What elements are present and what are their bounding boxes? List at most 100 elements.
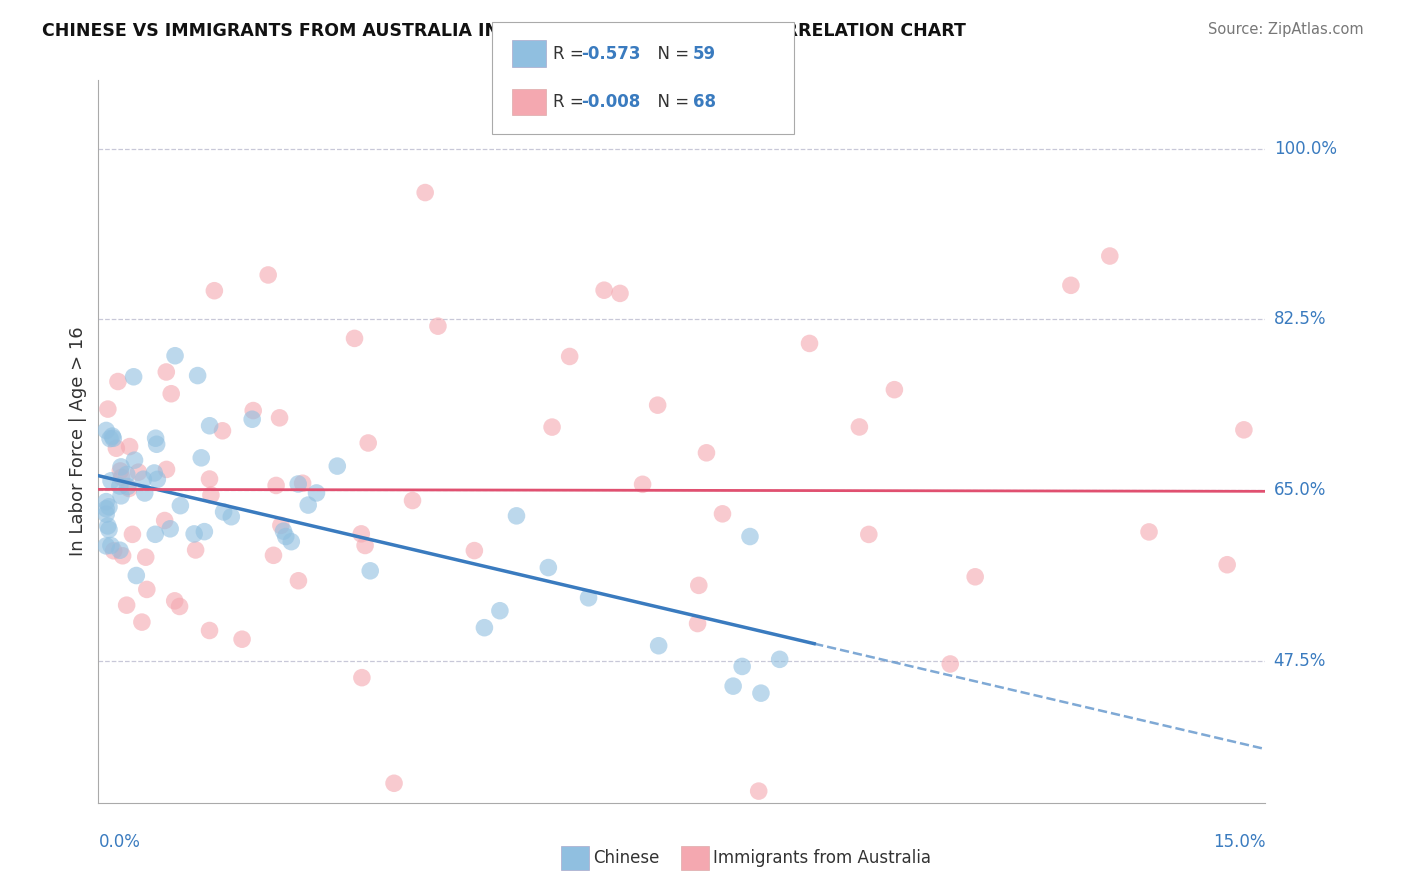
Point: [401, 493, 423, 508]
Point: [273, 524, 295, 538]
Point: [263, 549, 285, 563]
Point: [155, 365, 177, 379]
Point: [200, 488, 222, 502]
Point: [100, 539, 122, 553]
Point: [297, 498, 319, 512]
Point: [269, 410, 291, 425]
Point: [183, 527, 205, 541]
Point: [748, 784, 770, 798]
Y-axis label: In Labor Force | Age > 16: In Labor Force | Age > 16: [69, 326, 87, 557]
Point: [96, 501, 118, 516]
Point: [541, 420, 564, 434]
Point: [537, 560, 560, 574]
Point: [242, 403, 264, 417]
Point: [965, 570, 987, 584]
Point: [110, 464, 132, 478]
Text: 15.0%: 15.0%: [1213, 833, 1265, 851]
Point: [350, 671, 373, 685]
Point: [202, 284, 225, 298]
Point: [221, 509, 243, 524]
Point: [799, 336, 821, 351]
Point: [359, 564, 381, 578]
Point: [143, 527, 166, 541]
Point: [939, 657, 962, 671]
Point: [354, 539, 377, 553]
Point: [190, 450, 212, 465]
Point: [1216, 558, 1239, 572]
Point: [115, 598, 138, 612]
Point: [731, 659, 754, 673]
Point: [98, 523, 121, 537]
Point: [357, 436, 380, 450]
Point: [96, 507, 118, 521]
Point: [134, 486, 156, 500]
Text: CHINESE VS IMMIGRANTS FROM AUSTRALIA IN LABOR FORCE | AGE > 16 CORRELATION CHART: CHINESE VS IMMIGRANTS FROM AUSTRALIA IN …: [42, 22, 966, 40]
Point: [115, 467, 138, 482]
Point: [280, 534, 302, 549]
Point: [1098, 249, 1121, 263]
Point: [211, 424, 233, 438]
Point: [688, 578, 710, 592]
Point: [647, 639, 669, 653]
Point: [103, 431, 125, 445]
Point: [96, 539, 118, 553]
Text: 65.0%: 65.0%: [1274, 482, 1326, 500]
Point: [105, 442, 128, 456]
Point: [489, 604, 512, 618]
Point: [145, 437, 167, 451]
Text: -0.008: -0.008: [581, 93, 640, 111]
Point: [146, 472, 169, 486]
Point: [118, 482, 141, 496]
Point: [155, 462, 177, 476]
Point: [163, 594, 186, 608]
Point: [474, 621, 496, 635]
Point: [287, 574, 309, 588]
Point: [609, 286, 631, 301]
Point: [100, 474, 122, 488]
Point: [153, 514, 176, 528]
Point: [647, 398, 669, 412]
Point: [117, 479, 139, 493]
Point: [240, 412, 263, 426]
Point: [121, 527, 143, 541]
Text: R =: R =: [553, 93, 589, 111]
Text: 0.0%: 0.0%: [98, 833, 141, 851]
Text: 100.0%: 100.0%: [1274, 140, 1337, 158]
Point: [184, 543, 207, 558]
Point: [413, 186, 436, 200]
Text: 47.5%: 47.5%: [1274, 652, 1326, 670]
Point: [858, 527, 880, 541]
Point: [118, 440, 141, 454]
Point: [101, 429, 124, 443]
Point: [97, 402, 120, 417]
Point: [270, 518, 292, 533]
Point: [848, 420, 870, 434]
Point: [108, 543, 131, 558]
Point: [769, 652, 792, 666]
Point: [326, 459, 349, 474]
Point: [382, 776, 405, 790]
Point: [110, 459, 132, 474]
Point: [111, 549, 134, 563]
Point: [96, 424, 118, 438]
Point: [145, 431, 167, 445]
Point: [125, 568, 148, 582]
Point: [350, 527, 373, 541]
Point: [131, 615, 153, 629]
Point: [1060, 278, 1083, 293]
Text: 59: 59: [693, 45, 716, 62]
Point: [135, 582, 157, 597]
Point: [98, 500, 121, 514]
Point: [738, 529, 761, 543]
Point: [426, 319, 449, 334]
Point: [103, 543, 125, 558]
Point: [143, 466, 166, 480]
Point: [97, 519, 120, 533]
Point: [198, 472, 221, 486]
Point: [686, 616, 709, 631]
Point: [110, 489, 132, 503]
Point: [463, 543, 485, 558]
Point: [1137, 524, 1160, 539]
Point: [505, 508, 527, 523]
Point: [107, 375, 129, 389]
